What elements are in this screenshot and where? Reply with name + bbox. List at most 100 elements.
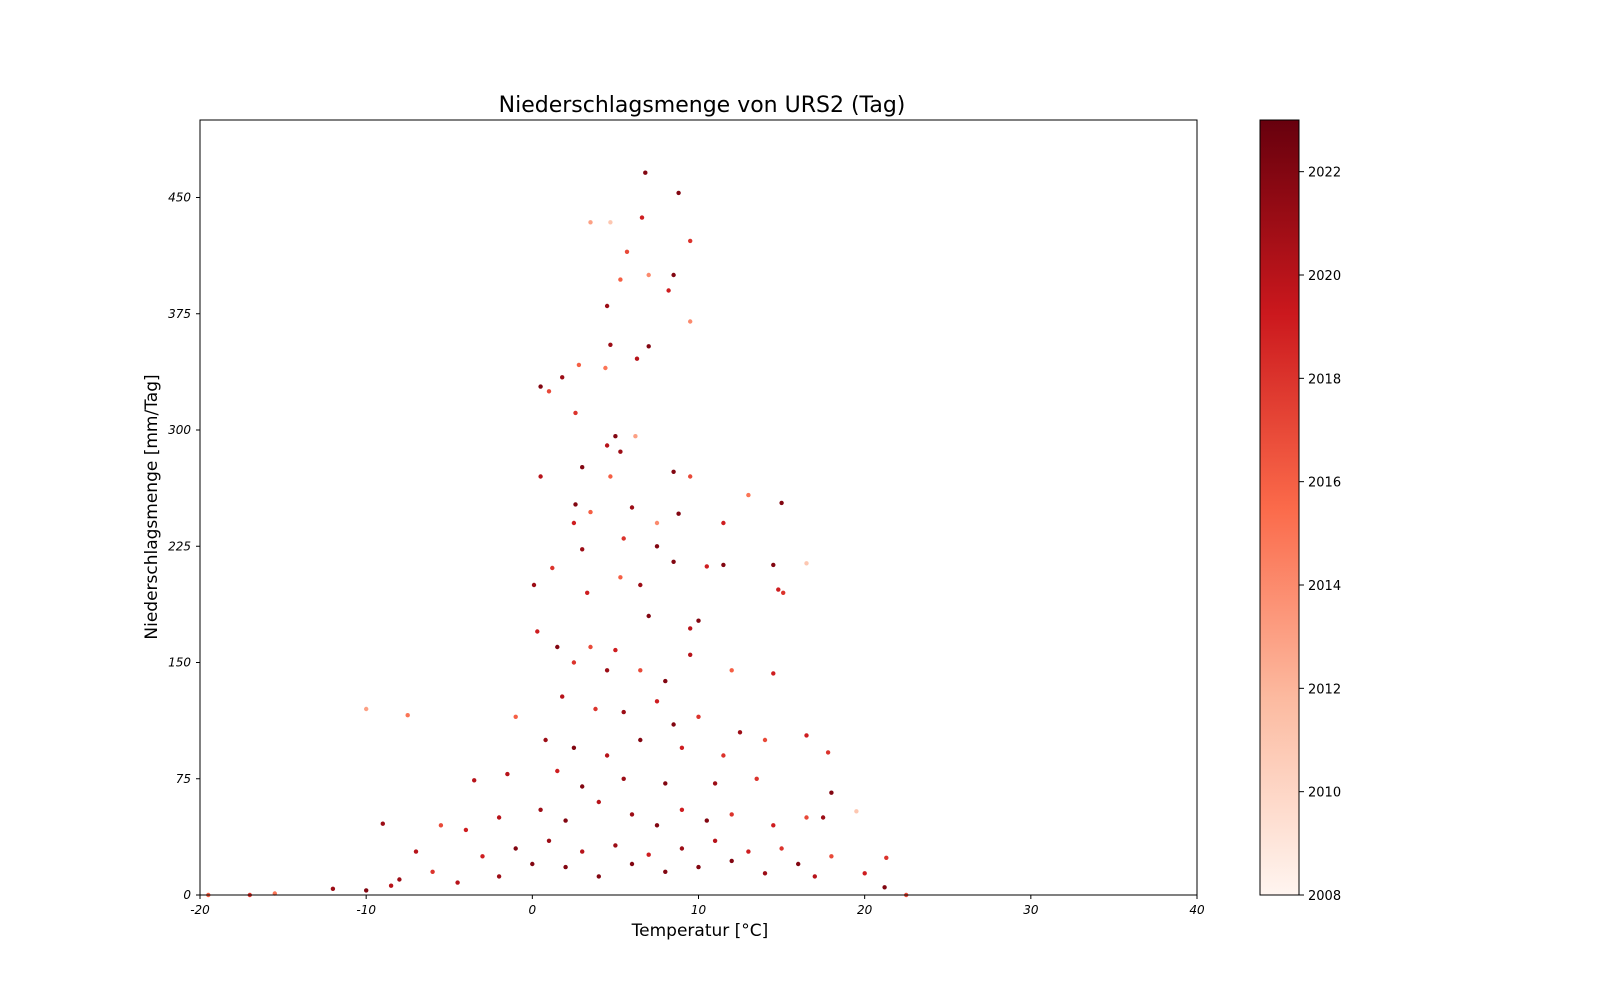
data-point <box>588 509 593 515</box>
data-point <box>573 502 578 507</box>
y-tick-label: 450 <box>168 191 191 205</box>
data-point <box>608 474 613 479</box>
y-tick-label: 75 <box>176 772 191 786</box>
data-point <box>604 753 610 758</box>
data-point <box>560 694 565 699</box>
data-point <box>634 356 640 361</box>
data-point <box>676 511 681 516</box>
data-point <box>688 626 693 631</box>
data-point <box>729 668 734 673</box>
colorbar-tick-label: 2016 <box>1308 476 1341 491</box>
data-point <box>729 858 734 864</box>
data-point <box>666 288 671 293</box>
data-point <box>505 771 510 777</box>
data-point <box>380 821 385 826</box>
data-point <box>563 864 568 870</box>
x-axis-label: Temperatur [°C] <box>631 921 769 941</box>
data-point <box>560 375 565 380</box>
data-point <box>613 843 618 848</box>
data-point <box>604 668 610 673</box>
data-point <box>671 469 676 474</box>
data-point <box>364 888 369 893</box>
data-point <box>618 277 623 282</box>
data-point <box>746 492 751 498</box>
data-point <box>531 582 537 588</box>
data-point <box>646 272 651 278</box>
data-point <box>829 790 834 795</box>
x-axis: -20 -10 0 10 20 30 40 <box>190 895 1205 917</box>
data-point <box>638 582 643 588</box>
data-point <box>538 474 543 479</box>
data-point <box>621 536 626 541</box>
data-point <box>571 660 577 665</box>
data-point <box>762 871 768 876</box>
data-point <box>638 668 643 673</box>
data-point <box>629 505 635 510</box>
data-point <box>633 434 638 439</box>
data-point <box>397 877 402 882</box>
data-point <box>629 812 635 817</box>
data-point <box>513 846 518 851</box>
data-point <box>829 854 834 859</box>
scatter-points <box>206 170 909 898</box>
data-point <box>671 722 676 727</box>
data-point <box>613 434 618 439</box>
x-tick-label: 20 <box>857 903 873 917</box>
data-point <box>646 344 651 349</box>
data-point <box>580 849 585 854</box>
data-point <box>854 809 859 814</box>
data-point <box>555 768 560 774</box>
y-tick-label: 0 <box>183 888 191 902</box>
data-point <box>621 776 626 781</box>
data-point <box>538 384 543 389</box>
data-point <box>629 861 635 867</box>
data-point <box>608 342 613 347</box>
data-point <box>679 807 685 812</box>
data-point <box>580 465 585 470</box>
data-point <box>639 215 645 220</box>
colorbar-tick-label: 2014 <box>1308 579 1341 594</box>
y-tick-label: 225 <box>168 539 191 553</box>
data-point <box>746 849 751 854</box>
data-point <box>820 815 826 820</box>
y-axis: 0 75 150 225 300 375 450 <box>168 191 200 902</box>
colorbar-tick-label: 2022 <box>1308 166 1341 181</box>
colorbar-tick-label: 2012 <box>1308 682 1341 697</box>
data-point <box>430 869 435 874</box>
data-point <box>737 730 743 735</box>
data-point <box>596 799 601 805</box>
colorbar-tick-label: 2008 <box>1308 889 1341 904</box>
data-point <box>543 737 548 743</box>
data-point <box>463 827 469 833</box>
data-point <box>571 520 577 526</box>
data-point <box>688 474 693 479</box>
data-point <box>796 861 801 867</box>
data-point <box>884 855 889 860</box>
data-point <box>825 750 831 755</box>
data-point <box>550 565 555 571</box>
x-tick-label: 10 <box>691 903 707 917</box>
data-point <box>654 823 660 828</box>
data-point <box>646 852 651 857</box>
data-point <box>688 238 693 244</box>
data-point <box>613 647 618 653</box>
colorbar <box>1259 119 1300 896</box>
data-point <box>771 823 776 828</box>
data-point <box>618 449 623 454</box>
y-tick-label: 300 <box>168 423 191 437</box>
data-point <box>405 713 410 718</box>
data-point <box>438 823 444 828</box>
data-point <box>663 781 668 786</box>
data-point <box>330 886 336 891</box>
data-point <box>413 849 419 854</box>
data-point <box>882 885 887 890</box>
data-point <box>535 629 540 634</box>
colorbar-ticks: 2008 2010 2012 2014 2016 2018 2020 2022 <box>1299 166 1341 904</box>
data-point <box>779 500 784 506</box>
data-point <box>771 562 776 568</box>
data-point <box>804 733 809 738</box>
y-tick-label: 150 <box>168 656 191 670</box>
data-point <box>618 575 623 580</box>
